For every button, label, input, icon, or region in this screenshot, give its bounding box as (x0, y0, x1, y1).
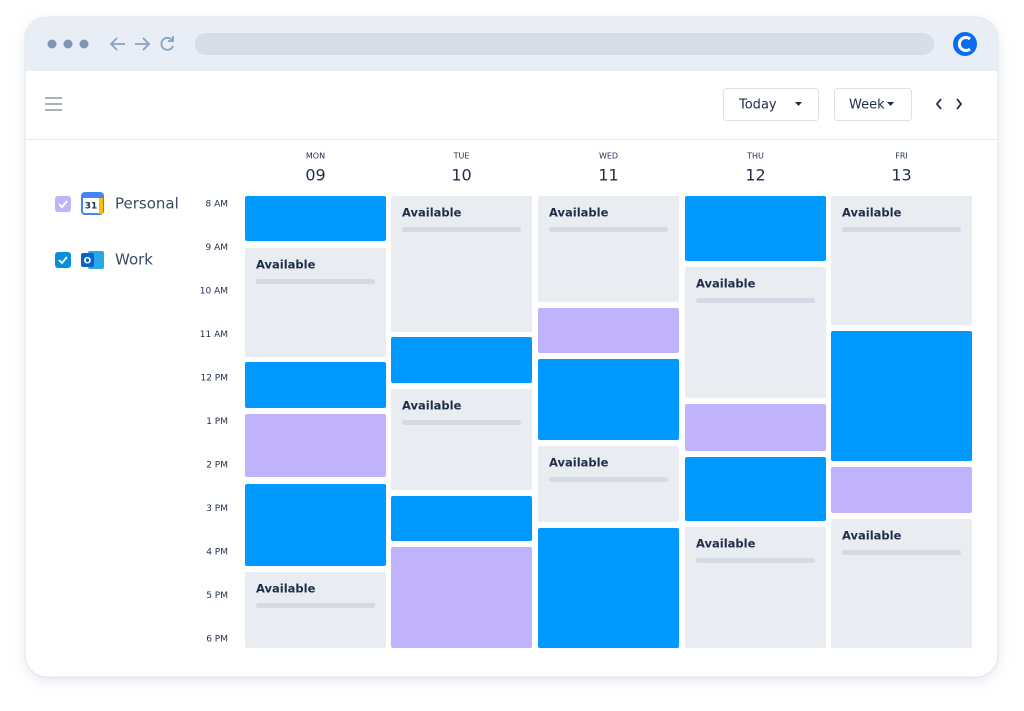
window-dot (47, 39, 57, 49)
placeholder-line (402, 227, 521, 232)
today-button[interactable] (723, 88, 819, 121)
day-of-week: THU (746, 152, 764, 161)
day-of-week: WED (599, 152, 618, 161)
time-label: 8 AM (205, 200, 228, 210)
available-label: Available (696, 537, 756, 551)
address-bar[interactable] (195, 33, 934, 55)
personal-event[interactable] (538, 308, 679, 353)
placeholder-line (256, 279, 375, 284)
time-label: 2 PM (206, 461, 228, 471)
today-label: Today (738, 98, 777, 113)
forward-button[interactable] (135, 37, 151, 51)
day-date: 11 (598, 166, 618, 185)
day-date: 09 (305, 166, 325, 185)
time-label: 1 PM (206, 417, 228, 427)
google-calendar-icon-edge (99, 198, 103, 214)
work-event[interactable] (685, 457, 826, 521)
day-date: 10 (451, 166, 471, 185)
app-logo-mark (957, 36, 971, 52)
dropdown-caret (887, 102, 894, 106)
window-dot (79, 39, 89, 49)
day-of-week: FRI (895, 152, 908, 161)
available-label: Available (256, 582, 316, 596)
work-event[interactable] (245, 362, 386, 408)
available-label: Available (696, 277, 756, 291)
calendar-checkbox[interactable] (55, 252, 71, 268)
time-label: 3 PM (206, 504, 228, 514)
check-mark (58, 256, 68, 265)
prev-button[interactable] (935, 98, 942, 110)
week-button[interactable] (834, 88, 912, 121)
personal-event[interactable] (685, 404, 826, 451)
available-slot[interactable] (538, 446, 679, 522)
available-slot[interactable] (685, 527, 826, 648)
day-of-week: TUE (453, 152, 470, 161)
calendar-name[interactable]: Personal (115, 195, 179, 213)
outlook-icon (81, 253, 94, 267)
available-slot[interactable] (245, 248, 386, 357)
available-label: Available (842, 206, 902, 220)
available-slot[interactable] (245, 572, 386, 648)
placeholder-line (696, 298, 815, 303)
work-event[interactable] (685, 196, 826, 261)
time-label: 4 PM (206, 548, 228, 558)
day-date: 13 (891, 166, 911, 185)
window-dot (63, 39, 73, 49)
work-event[interactable] (391, 337, 532, 383)
time-label: 11 AM (200, 330, 228, 340)
calendar-checkbox[interactable] (55, 196, 71, 212)
placeholder-line (549, 227, 668, 232)
available-label: Available (549, 206, 609, 220)
work-event[interactable] (245, 196, 386, 241)
available-label: Available (256, 258, 316, 272)
time-label: 10 AM (200, 287, 228, 297)
time-label: 6 PM (206, 635, 228, 645)
dropdown-caret (795, 102, 802, 106)
placeholder-line (696, 558, 815, 563)
day-date: 12 (745, 166, 765, 185)
next-button[interactable] (956, 98, 963, 110)
available-label: Available (402, 206, 462, 220)
back-button[interactable] (109, 37, 125, 51)
app-logo[interactable] (953, 32, 977, 56)
available-label: Available (842, 529, 902, 543)
calendar-name[interactable]: Work (115, 251, 153, 269)
available-slot[interactable] (391, 389, 532, 490)
day-of-week: MON (306, 152, 325, 161)
work-event[interactable] (391, 496, 532, 541)
calendar-icon-label: O (84, 257, 92, 267)
time-label: 12 PM (200, 374, 228, 384)
week-label: Week (849, 98, 885, 113)
check-mark (58, 200, 68, 209)
work-event[interactable] (538, 359, 679, 440)
placeholder-line (256, 603, 375, 608)
work-event[interactable] (245, 484, 386, 566)
reload-button[interactable] (160, 36, 174, 51)
personal-event[interactable] (831, 467, 972, 513)
work-event[interactable] (538, 528, 679, 648)
calendar-icon-label: 31 (85, 202, 98, 212)
google-calendar-icon-bar (82, 193, 103, 198)
placeholder-line (402, 420, 521, 425)
time-label: 5 PM (206, 591, 228, 601)
placeholder-line (549, 477, 668, 482)
personal-event[interactable] (391, 547, 532, 648)
available-label: Available (402, 399, 462, 413)
available-label: Available (549, 456, 609, 470)
available-slot[interactable] (538, 196, 679, 302)
work-event[interactable] (831, 331, 972, 461)
placeholder-line (842, 227, 961, 232)
menu-button[interactable] (45, 97, 62, 111)
placeholder-line (842, 550, 961, 555)
time-label: 9 AM (205, 243, 228, 253)
personal-event[interactable] (245, 414, 386, 477)
